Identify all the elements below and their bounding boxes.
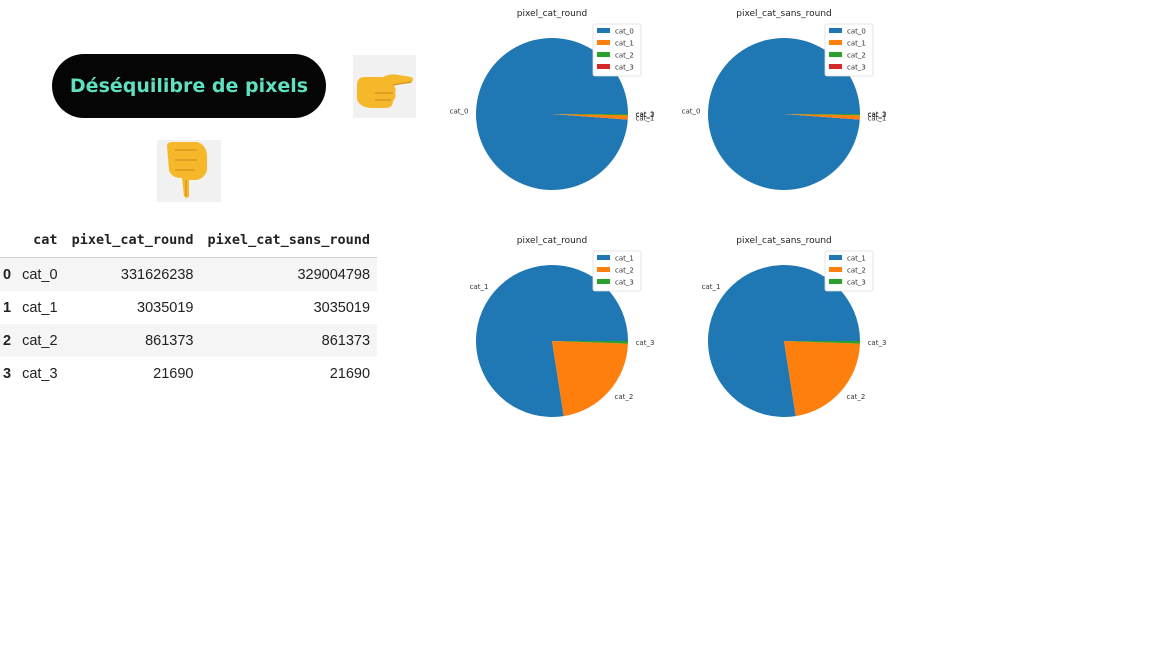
legend-swatch — [829, 255, 842, 260]
pixel-round-cell: 861373 — [64, 324, 201, 357]
legend-label: cat_3 — [615, 279, 634, 287]
pointing-right-emoji — [353, 55, 416, 118]
row-index: 1 — [3, 299, 12, 316]
legend-label: cat_1 — [615, 255, 634, 263]
slice-label: cat_3 — [636, 111, 655, 119]
column-header: pixel_cat_sans_round — [200, 226, 378, 258]
slice-label: cat_2 — [615, 393, 634, 401]
row-index: 3 — [3, 365, 12, 382]
legend-label: cat_2 — [615, 52, 634, 60]
table-row: 2 cat_2 861373 861373 — [0, 324, 378, 357]
legend-swatch — [597, 40, 610, 45]
chart-title: pixel_cat_sans_round — [736, 9, 832, 19]
legend-label: cat_0 — [615, 28, 634, 36]
row-index: 0 — [0, 257, 17, 291]
legend-swatch — [829, 28, 842, 33]
row-index: 2 — [0, 324, 17, 357]
pie-slice-cat_1 — [552, 114, 628, 120]
legend-swatch — [597, 64, 610, 69]
legend-label: cat_2 — [847, 267, 866, 275]
title-text: Déséquilibre de pixels — [69, 75, 309, 97]
legend-label: cat_3 — [615, 64, 634, 72]
pie-svg: pixel_cat_sans_roundcat_0cat_1cat_2cat_3… — [682, 9, 887, 190]
cat-cell: cat_2 — [16, 324, 65, 357]
pointing-down-icon — [167, 142, 207, 198]
slice-label: cat_1 — [470, 283, 489, 291]
title-badge: Déséquilibre de pixels — [52, 54, 326, 118]
index-header — [0, 226, 17, 258]
pointing-right-icon — [357, 74, 413, 108]
slice-label: cat_2 — [636, 111, 655, 119]
pie-svg: pixel_cat_sans_round cat_1 cat_2 cat_3 cat_1… — [702, 236, 887, 417]
table-row: 3 cat_3 21690 21690 — [0, 357, 377, 390]
pixel-sans-round-cell: 21690 — [329, 365, 371, 382]
pixel-count-table: cat pixel_cat_round pixel_cat_sans_round… — [0, 226, 378, 390]
slice-label: cat_3 — [868, 339, 887, 347]
pixel-sans-round-cell: 329004798 — [200, 257, 378, 291]
pie-chart-sans-round-all: pixel_cat_sans_round cat_0 cat_1 cat_2 cat_3… — [669, 4, 899, 214]
slice-label: cat_1 — [868, 114, 887, 122]
cat-cell: cat_3 — [22, 365, 58, 382]
legend-label: cat_2 — [847, 52, 866, 60]
slice-label: cat_0 — [682, 107, 701, 115]
slice-label: cat_0 — [450, 107, 469, 115]
pie-slice-cat_0 — [708, 37, 860, 190]
pixel-round-cell: 3035019 — [137, 299, 194, 316]
slice-label: cat_2 — [847, 393, 866, 401]
legend-swatch — [829, 267, 842, 272]
legend-label: cat_1 — [847, 255, 866, 263]
legend-label: cat_2 — [615, 267, 634, 275]
legend-swatch — [829, 279, 842, 284]
pixel-sans-round-cell: 861373 — [200, 324, 378, 357]
slice-label: cat_1 — [702, 283, 721, 291]
table-row: 0 cat_0 331626238 329004798 — [0, 257, 378, 291]
chart-title: pixel_cat_sans_round — [736, 236, 832, 246]
legend-label: cat_0 — [847, 28, 866, 36]
pie-chart-round-all: pixel_cat_round cat_0 cat_1 cat_2 cat_3 cat_0… — [437, 4, 667, 214]
pie-slice-cat_2 — [784, 114, 860, 116]
slice-label: cat_1 — [636, 114, 655, 122]
slice-label: cat_2 — [868, 111, 887, 119]
legend-swatch — [829, 64, 842, 69]
legend-swatch — [597, 52, 610, 57]
pie-chart-sans-round-minor: pixel_cat_sans_round cat_1 cat_2 cat_3 cat_1… — [669, 231, 899, 441]
legend-label: cat_3 — [847, 64, 866, 72]
pixel-sans-round-cell: 3035019 — [313, 299, 371, 316]
legend-label: cat_1 — [615, 40, 634, 48]
column-header: pixel_cat_round — [64, 226, 201, 258]
pie-chart-round-minor: pixel_cat_round cat_1 cat_2 cat_3 cat_1 cat_2… — [437, 231, 667, 441]
legend-swatch — [829, 40, 842, 45]
pie-svg: pixel_cat_roundcat_0cat_1cat_2cat_3cat_0… — [450, 9, 655, 191]
legend-swatch — [597, 255, 610, 260]
legend-swatch — [829, 52, 842, 57]
pie-slice-cat_2 — [784, 341, 860, 417]
legend-box — [824, 23, 874, 77]
pixel-round-cell: 331626238 — [64, 257, 201, 291]
pixel-round-cell: 21690 — [153, 365, 194, 382]
pie-svg: pixel_cat_round cat_1 cat_2 cat_3 cat_1 cat_2… — [470, 236, 655, 417]
legend-swatch — [597, 279, 610, 284]
pie-slice-cat_2 — [552, 114, 628, 116]
table-header-row: cat pixel_cat_round pixel_cat_sans_round — [0, 226, 378, 258]
cat-cell: cat_0 — [16, 257, 65, 291]
chart-title: pixel_cat_round — [517, 9, 587, 19]
column-header: cat — [16, 226, 65, 258]
pie-slice-cat_0 — [476, 38, 628, 191]
pie-slice-cat_2 — [552, 341, 628, 417]
legend-swatch — [597, 267, 610, 272]
chart-title: pixel_cat_round — [517, 236, 587, 246]
legend-label: cat_3 — [847, 279, 866, 287]
table-row: 1 cat_1 3035019 3035019 — [0, 291, 377, 324]
slice-label: cat_3 — [868, 111, 887, 119]
cat-cell: cat_1 — [22, 299, 58, 316]
pie-slice-cat_3 — [552, 341, 628, 344]
slice-label: cat_3 — [636, 339, 655, 347]
pie-slice-cat_1 — [784, 114, 860, 120]
legend-swatch — [597, 28, 610, 33]
pie-slice-cat_3 — [784, 341, 860, 344]
legend-label: cat_1 — [847, 40, 866, 48]
legend-box — [592, 23, 642, 77]
pointing-down-emoji — [157, 140, 221, 202]
